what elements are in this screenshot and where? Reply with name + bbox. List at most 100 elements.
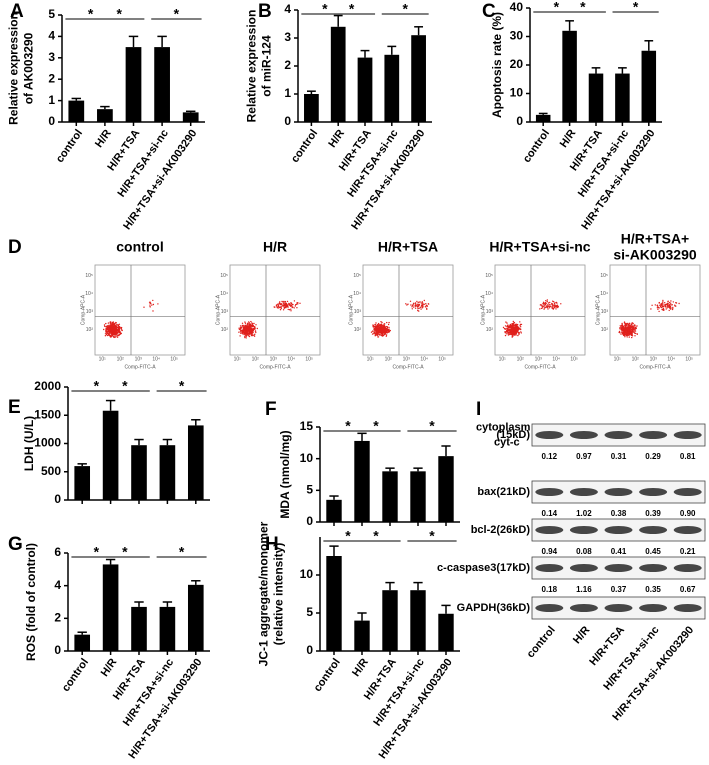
event-dot (250, 320, 252, 323)
x-tick-label: H/R+TSA+si-nc (371, 657, 426, 729)
x-tick-label: 10⁴ (552, 356, 560, 362)
event-dot (667, 302, 669, 305)
significance-label: * (554, 0, 560, 15)
event-dot (657, 306, 660, 309)
event-dot (118, 333, 121, 336)
event-dot (252, 334, 254, 337)
error-bar (591, 67, 601, 74)
x-tick-label: 10³ (135, 356, 143, 362)
event-dot (389, 329, 391, 332)
event-dot (656, 307, 659, 309)
event-dot (238, 328, 241, 331)
event-dot (414, 307, 417, 309)
x-tick-label: 10³ (650, 356, 658, 362)
event-dot (379, 330, 382, 332)
error-bar (618, 67, 627, 74)
event-dot (543, 308, 545, 310)
event-dot (105, 330, 107, 332)
event-dot (663, 304, 665, 306)
event-dot (251, 333, 253, 335)
row-label: cyt-c (494, 436, 520, 448)
event-dot (378, 334, 380, 336)
event-dot (249, 324, 251, 326)
event-dot (288, 309, 291, 311)
bar (354, 440, 370, 522)
event-dot (246, 325, 248, 327)
row-size: (15kD) (496, 429, 530, 441)
event-dot (628, 334, 630, 337)
event-dot (381, 335, 384, 337)
x-tick-label: H/R (99, 656, 120, 678)
event-dot (622, 327, 624, 330)
event-dot (510, 326, 513, 328)
event-dot (280, 303, 283, 306)
band-value: 0.90 (680, 509, 696, 518)
event-dot (675, 305, 677, 307)
event-dot (246, 327, 248, 329)
event-dot (627, 330, 630, 332)
y-tick-label: 10² (354, 327, 362, 333)
event-dot (106, 332, 109, 335)
x-tick-label: 10⁵ (685, 356, 693, 362)
event-dot (377, 333, 379, 335)
event-dot (425, 303, 427, 305)
event-dot (152, 303, 155, 306)
y-tick-label: 10⁵ (85, 273, 93, 279)
significance-label: * (322, 1, 328, 17)
y-tick-label: 1 (284, 86, 291, 100)
y-tick-label: 0 (48, 114, 55, 128)
y-tick-label: 10² (221, 327, 229, 333)
panel-label: E (8, 397, 21, 418)
x-tick-label: 10² (385, 356, 393, 362)
event-dot (411, 308, 413, 310)
event-dot (244, 329, 246, 332)
event-dot (623, 326, 625, 328)
y-axis-label: Comp-APC-A (80, 294, 86, 325)
x-tick-label: 10¹ (234, 356, 242, 362)
plot-frame (494, 264, 586, 356)
event-dot (118, 323, 121, 325)
error-bar (157, 35, 167, 48)
y-tick-label: 1 (48, 93, 55, 107)
event-dot (244, 321, 246, 323)
event-cloud (370, 299, 430, 338)
event-dot (274, 306, 276, 308)
band (604, 604, 633, 612)
event-dot (672, 301, 674, 303)
event-dot (510, 328, 512, 331)
event-dot (110, 329, 113, 331)
event-dot (112, 325, 114, 328)
error-bar (644, 40, 654, 51)
event-dot (152, 310, 154, 312)
event-dot (277, 303, 279, 305)
y-tick-label: 10⁴ (600, 291, 608, 297)
event-dot (508, 326, 511, 328)
event-dot (372, 324, 374, 326)
event-dot (510, 330, 513, 332)
event-dot (415, 305, 417, 307)
event-dot (107, 330, 110, 332)
event-dot (516, 330, 519, 332)
event-dot (385, 327, 388, 330)
event-dot (418, 307, 420, 310)
y-tick-label: 10³ (486, 309, 494, 315)
event-cloud (502, 299, 562, 338)
band (535, 488, 564, 496)
event-dot (248, 325, 250, 327)
event-dot (110, 324, 112, 326)
event-dot (276, 306, 278, 309)
event-dot (410, 304, 412, 306)
band (639, 526, 668, 534)
lane-label: H/R (571, 624, 592, 646)
event-dot (247, 333, 249, 335)
event-dot (669, 306, 672, 308)
significance-label: * (122, 544, 128, 560)
error-bar (134, 438, 144, 446)
error-bar (191, 419, 201, 426)
event-dot (254, 330, 257, 332)
event-dot (246, 331, 249, 333)
event-dot (108, 325, 111, 327)
y-tick-label: 4 (48, 29, 55, 43)
event-dot (115, 336, 117, 338)
event-dot (631, 328, 633, 330)
